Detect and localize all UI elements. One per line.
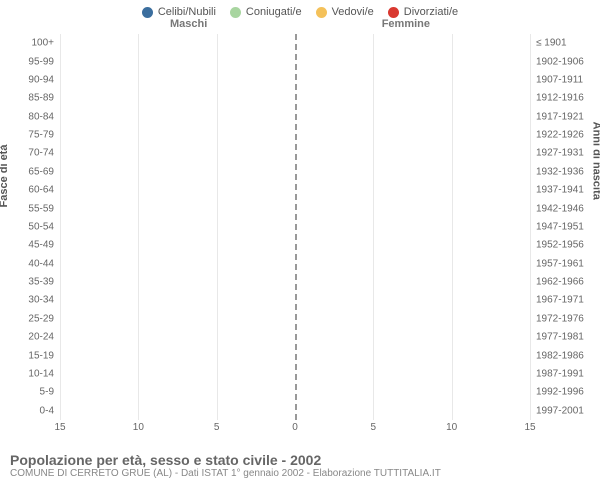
legend-item: Vedovi/e bbox=[316, 6, 374, 18]
birth-year-label: 1952-1956 bbox=[530, 240, 584, 251]
age-row: 15-191982-1986 bbox=[60, 346, 530, 364]
x-axis-ticks: 15105051015 bbox=[60, 422, 530, 436]
age-row: 75-791922-1926 bbox=[60, 126, 530, 144]
age-label: 30-34 bbox=[28, 295, 60, 306]
birth-year-label: 1937-1941 bbox=[530, 185, 584, 196]
y-axis-right-title: Anni di nascita bbox=[590, 122, 600, 200]
legend-label: Coniugati/e bbox=[246, 6, 302, 18]
age-row: 85-891912-1916 bbox=[60, 89, 530, 107]
age-label: 35-39 bbox=[28, 277, 60, 288]
birth-year-label: 1997-2001 bbox=[530, 405, 584, 416]
age-label: 5-9 bbox=[40, 387, 60, 398]
birth-year-label: 1972-1976 bbox=[530, 313, 584, 324]
age-row: 65-691932-1936 bbox=[60, 163, 530, 181]
chart-legend: Celibi/Nubili Coniugati/e Vedovi/e Divorzia… bbox=[0, 0, 600, 18]
birth-year-label: 1947-1951 bbox=[530, 221, 584, 232]
age-label: 70-74 bbox=[28, 148, 60, 159]
age-label: 50-54 bbox=[28, 221, 60, 232]
birth-year-label: 1977-1981 bbox=[530, 332, 584, 343]
x-tick-label: 10 bbox=[446, 422, 457, 433]
age-label: 55-59 bbox=[28, 203, 60, 214]
age-label: 90-94 bbox=[28, 74, 60, 85]
age-row: 30-341967-1971 bbox=[60, 291, 530, 309]
legend-label: Vedovi/e bbox=[332, 6, 374, 18]
age-label: 15-19 bbox=[28, 350, 60, 361]
age-label: 20-24 bbox=[28, 332, 60, 343]
age-label: 25-29 bbox=[28, 313, 60, 324]
age-label: 95-99 bbox=[28, 56, 60, 67]
legend-label: Divorziati/e bbox=[404, 6, 458, 18]
age-row: 45-491952-1956 bbox=[60, 236, 530, 254]
age-row: 35-391962-1966 bbox=[60, 273, 530, 291]
female-heading: Femmine bbox=[382, 18, 430, 30]
birth-year-label: 1967-1971 bbox=[530, 295, 584, 306]
legend-item: Divorziati/e bbox=[388, 6, 458, 18]
plot-area: 100+≤ 190195-991902-190690-941907-191185… bbox=[60, 34, 530, 420]
x-tick-label: 15 bbox=[524, 422, 535, 433]
age-label: 75-79 bbox=[28, 130, 60, 141]
age-row: 60-641937-1941 bbox=[60, 181, 530, 199]
male-heading: Maschi bbox=[170, 18, 207, 30]
y-axis-left-title: Fasce di età bbox=[0, 145, 10, 208]
age-row: 10-141987-1991 bbox=[60, 365, 530, 383]
age-label: 60-64 bbox=[28, 185, 60, 196]
birth-year-label: 1992-1996 bbox=[530, 387, 584, 398]
x-tick-label: 15 bbox=[54, 422, 65, 433]
legend-label: Celibi/Nubili bbox=[158, 6, 216, 18]
x-tick-label: 0 bbox=[292, 422, 298, 433]
chart-subtitle: COMUNE DI CERRETO GRUE (AL) - Dati ISTAT… bbox=[10, 468, 590, 479]
legend-dot bbox=[230, 7, 241, 18]
birth-year-label: ≤ 1901 bbox=[530, 38, 567, 49]
age-row: 55-591942-1946 bbox=[60, 199, 530, 217]
age-row: 50-541947-1951 bbox=[60, 218, 530, 236]
birth-year-label: 1987-1991 bbox=[530, 368, 584, 379]
age-label: 0-4 bbox=[40, 405, 60, 416]
chart-title: Popolazione per età, sesso e stato civil… bbox=[10, 452, 590, 468]
age-row: 95-991902-1906 bbox=[60, 52, 530, 70]
legend-dot bbox=[316, 7, 327, 18]
birth-year-label: 1912-1916 bbox=[530, 93, 584, 104]
age-row: 80-841917-1921 bbox=[60, 108, 530, 126]
birth-year-label: 1917-1921 bbox=[530, 111, 584, 122]
age-label: 85-89 bbox=[28, 93, 60, 104]
legend-item: Celibi/Nubili bbox=[142, 6, 216, 18]
legend-dot bbox=[388, 7, 399, 18]
birth-year-label: 1922-1926 bbox=[530, 130, 584, 141]
age-row: 5-91992-1996 bbox=[60, 383, 530, 401]
age-row: 40-441957-1961 bbox=[60, 255, 530, 273]
birth-year-label: 1927-1931 bbox=[530, 148, 584, 159]
chart-footer: Popolazione per età, sesso e stato civil… bbox=[0, 448, 600, 479]
birth-year-label: 1942-1946 bbox=[530, 203, 584, 214]
birth-year-label: 1932-1936 bbox=[530, 166, 584, 177]
age-label: 40-44 bbox=[28, 258, 60, 269]
x-tick-label: 5 bbox=[214, 422, 220, 433]
age-row: 100+≤ 1901 bbox=[60, 34, 530, 52]
age-label: 65-69 bbox=[28, 166, 60, 177]
data-rows: 100+≤ 190195-991902-190690-941907-191185… bbox=[60, 34, 530, 420]
age-row: 25-291972-1976 bbox=[60, 310, 530, 328]
age-label: 100+ bbox=[31, 38, 60, 49]
age-label: 45-49 bbox=[28, 240, 60, 251]
legend-dot bbox=[142, 7, 153, 18]
legend-item: Coniugati/e bbox=[230, 6, 302, 18]
age-row: 90-941907-1911 bbox=[60, 71, 530, 89]
birth-year-label: 1907-1911 bbox=[530, 74, 583, 85]
age-label: 10-14 bbox=[28, 368, 60, 379]
birth-year-label: 1962-1966 bbox=[530, 277, 584, 288]
age-row: 20-241977-1981 bbox=[60, 328, 530, 346]
birth-year-label: 1982-1986 bbox=[530, 350, 584, 361]
age-label: 80-84 bbox=[28, 111, 60, 122]
age-row: 70-741927-1931 bbox=[60, 144, 530, 162]
age-row: 0-41997-2001 bbox=[60, 402, 530, 420]
birth-year-label: 1957-1961 bbox=[530, 258, 584, 269]
x-tick-label: 5 bbox=[371, 422, 377, 433]
x-tick-label: 10 bbox=[133, 422, 144, 433]
pyramid-chart: Maschi Femmine Fasce di età Anni di nasc… bbox=[0, 18, 600, 448]
birth-year-label: 1902-1906 bbox=[530, 56, 584, 67]
